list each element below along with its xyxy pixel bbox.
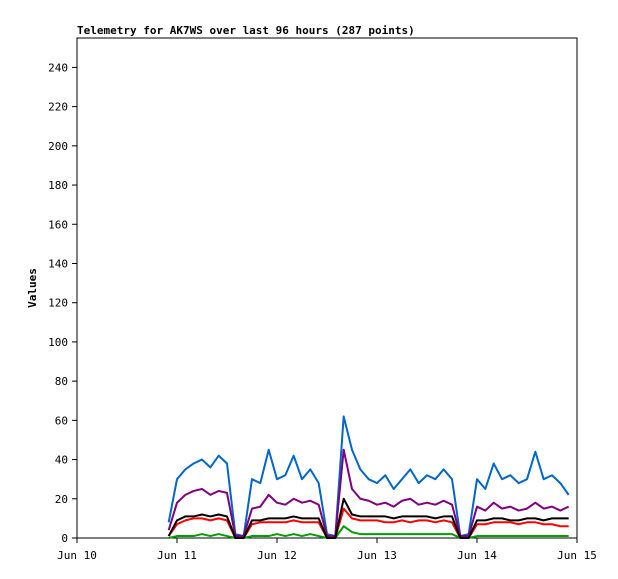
y-tick-label: 240 (48, 61, 68, 74)
y-axis-label: Values (26, 268, 39, 308)
y-tick-label: 100 (48, 336, 68, 349)
y-tick-label: 220 (48, 101, 68, 114)
y-tick-label: 200 (48, 140, 68, 153)
x-tick-label: Jun 12 (257, 549, 297, 562)
series-line (167, 497, 569, 539)
x-tick-label: Jun 15 (557, 549, 597, 562)
x-tick-label: Jun 10 (57, 549, 97, 562)
x-tick-label: Jun 14 (457, 549, 497, 562)
x-tick-label: Jun 11 (157, 549, 197, 562)
y-tick-label: 180 (48, 179, 68, 192)
y-tick-label: 140 (48, 257, 68, 270)
chart-title: Telemetry for AK7WS over last 96 hours (… (77, 24, 415, 37)
y-tick-label: 160 (48, 218, 68, 231)
y-tick-label: 40 (55, 454, 68, 467)
y-tick-label: 120 (48, 297, 68, 310)
y-tick-label: 60 (55, 414, 68, 427)
y-tick-label: 0 (61, 532, 68, 545)
y-tick-label: 80 (55, 375, 68, 388)
x-tick-label: Jun 13 (357, 549, 397, 562)
y-tick-label: 20 (55, 493, 68, 506)
